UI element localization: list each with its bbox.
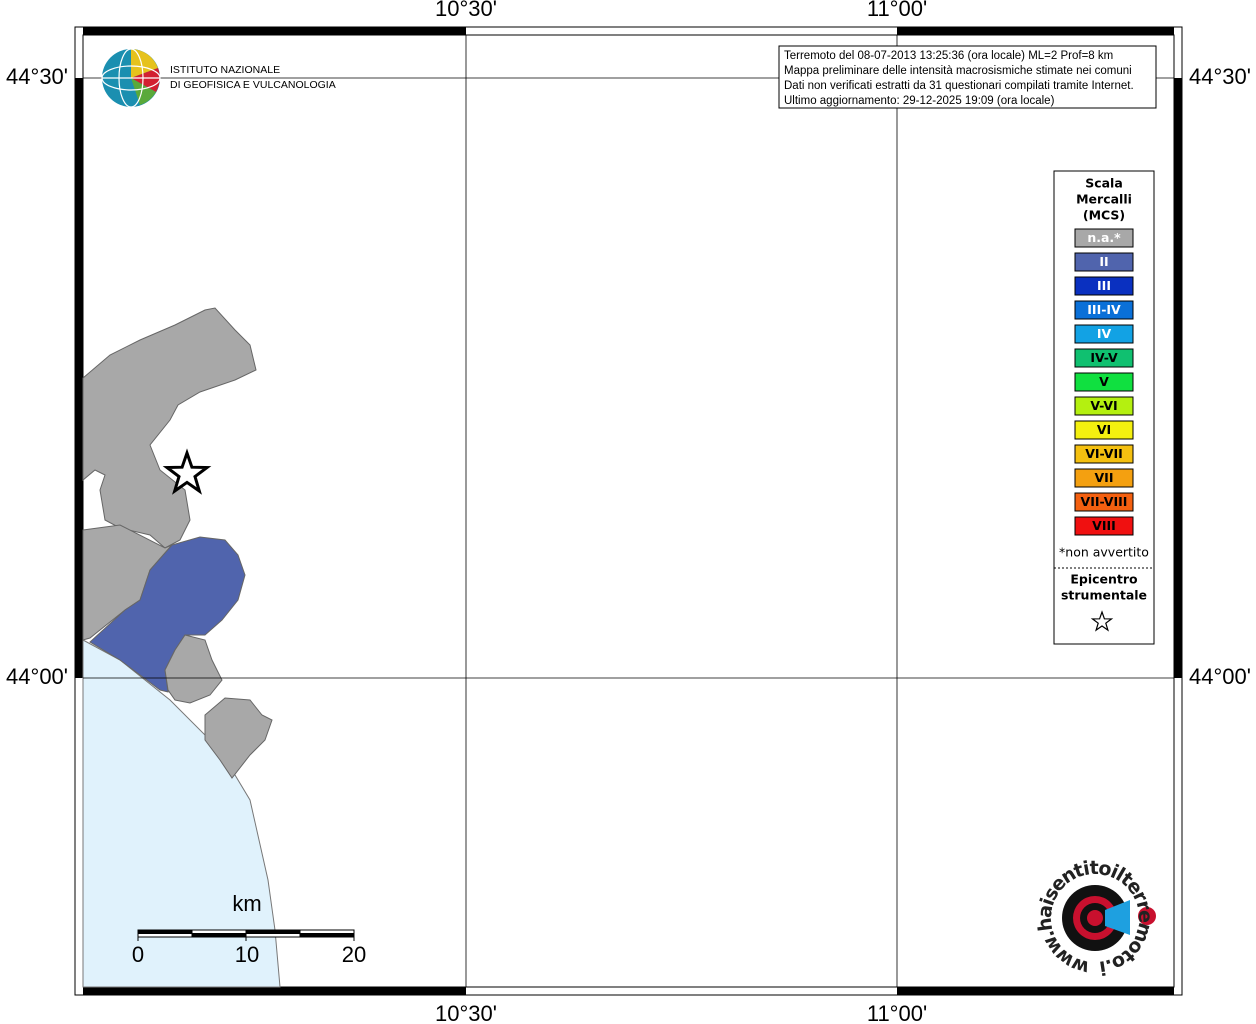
scale-unit: km xyxy=(232,891,261,916)
legend-swatch xyxy=(1074,420,1134,440)
frame-bars xyxy=(75,27,1182,995)
info-lines: Terremoto del 08-07-2013 13:25:36 (ora l… xyxy=(784,50,1134,107)
legend-epicentre: strumentale xyxy=(1061,588,1147,603)
legend-label: IV-V xyxy=(1090,350,1118,365)
info-line: Ultimo aggiornamento: 29-12-2025 19:09 (… xyxy=(784,95,1055,107)
info-line: Mappa preliminare delle intensità macros… xyxy=(784,65,1132,77)
legend-swatch xyxy=(1074,228,1134,248)
scale-label: 10 xyxy=(235,942,259,967)
info-line: Dati non verificati estratti da 31 quest… xyxy=(784,80,1134,92)
legend-label: V-VI xyxy=(1090,398,1117,413)
legend-label: IV xyxy=(1097,326,1112,341)
legend-swatch xyxy=(1074,516,1134,536)
legend-swatch xyxy=(1074,276,1134,296)
legend-star xyxy=(1090,610,1114,632)
lon-label: 10°30' xyxy=(435,0,497,21)
scale-label: 0 xyxy=(132,942,144,967)
ingv-logo: ISTITUTO NAZIONALE DI GEOFISICA E VULCAN… xyxy=(101,48,336,108)
legend-label: VI-VII xyxy=(1085,446,1123,461)
legend-title: (MCS) xyxy=(1083,208,1125,223)
legend-swatch xyxy=(1074,492,1134,512)
info-box xyxy=(778,45,1157,109)
logo-text: ISTITUTO NAZIONALE xyxy=(170,64,280,76)
legend-label: V xyxy=(1099,374,1109,389)
legend-swatch xyxy=(1074,444,1134,464)
lon-label: 11°00' xyxy=(867,0,927,21)
legend-label: VI xyxy=(1097,422,1111,437)
legend-swatch xyxy=(1074,300,1134,320)
lat-label: 44°00' xyxy=(6,664,68,689)
legend-label: III xyxy=(1097,278,1111,293)
legend: ScalaMercalli(MCS)n.a.*IIIIIIII-IVIVIV-V… xyxy=(1074,176,1134,536)
legend-title: Scala xyxy=(1085,176,1123,191)
legend-epicentre: Epicentro xyxy=(1070,572,1138,587)
legend-swatch xyxy=(1074,348,1134,368)
legend-label: VIII xyxy=(1092,518,1116,533)
legend-label: n.a.* xyxy=(1087,230,1121,245)
lat-label: 44°30' xyxy=(6,64,68,89)
lon-label: 11°00' xyxy=(867,1001,927,1024)
map-area xyxy=(82,34,1175,988)
logo-text: DI GEOFISICA E VULCANOLOGIA xyxy=(170,79,336,91)
legend-swatch xyxy=(1074,252,1134,272)
epicentre-star xyxy=(162,448,212,495)
legend-swatch xyxy=(1074,396,1134,416)
legend-label: VII-VIII xyxy=(1081,494,1128,509)
lat-label: 44°00' xyxy=(1189,664,1251,689)
municipalities xyxy=(82,307,273,779)
info-line: Terremoto del 08-07-2013 13:25:36 (ora l… xyxy=(784,50,1113,62)
lat-label: 44°30' xyxy=(1189,64,1251,89)
scale-label: 20 xyxy=(342,942,366,967)
lon-label: 10°30' xyxy=(435,1001,497,1024)
sea xyxy=(82,639,281,988)
legend-swatch xyxy=(1074,372,1134,392)
legend-title: Mercalli xyxy=(1076,192,1132,207)
legend-label: VII xyxy=(1095,470,1114,485)
legend-label: III-IV xyxy=(1087,302,1121,317)
legend-swatch xyxy=(1074,324,1134,344)
legend-note: *non avvertito xyxy=(1059,545,1149,560)
scale-bar xyxy=(137,929,355,941)
legend-swatch xyxy=(1074,468,1134,488)
legend-label: II xyxy=(1099,254,1108,269)
